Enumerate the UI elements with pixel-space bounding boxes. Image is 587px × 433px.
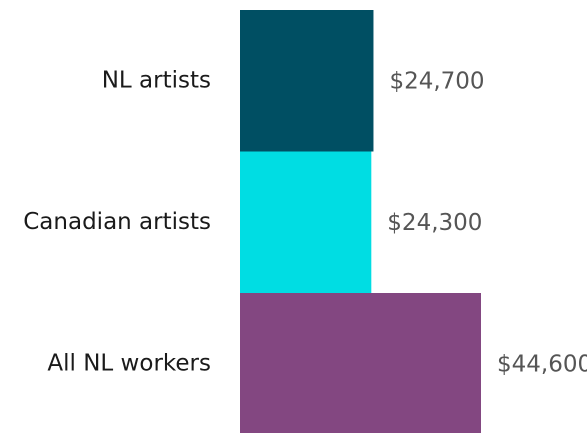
category-label-canadian-artists: Canadian artists xyxy=(23,209,211,235)
category-label-nl-artists: NL artists xyxy=(102,67,211,93)
category-label-all-nl-workers: All NL workers xyxy=(47,350,211,376)
bar-canadian-artists xyxy=(240,151,372,293)
value-label-all-nl-workers: $44,600 xyxy=(497,351,587,377)
value-label-nl-artists: $24,700 xyxy=(389,68,484,94)
bar-nl-artists xyxy=(240,10,374,152)
bar-all-nl-workers xyxy=(240,293,481,433)
value-label-canadian-artists: $24,300 xyxy=(387,210,482,236)
